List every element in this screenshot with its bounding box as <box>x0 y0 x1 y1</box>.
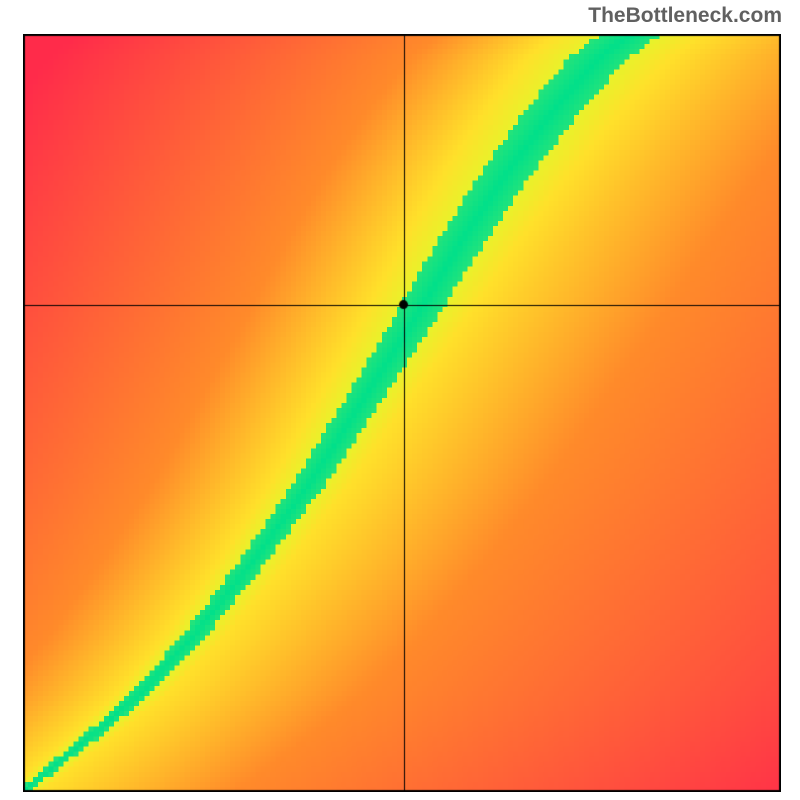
chart-container: TheBottleneck.com <box>0 0 800 800</box>
bottleneck-heatmap <box>23 34 781 792</box>
watermark-text: TheBottleneck.com <box>588 4 782 28</box>
